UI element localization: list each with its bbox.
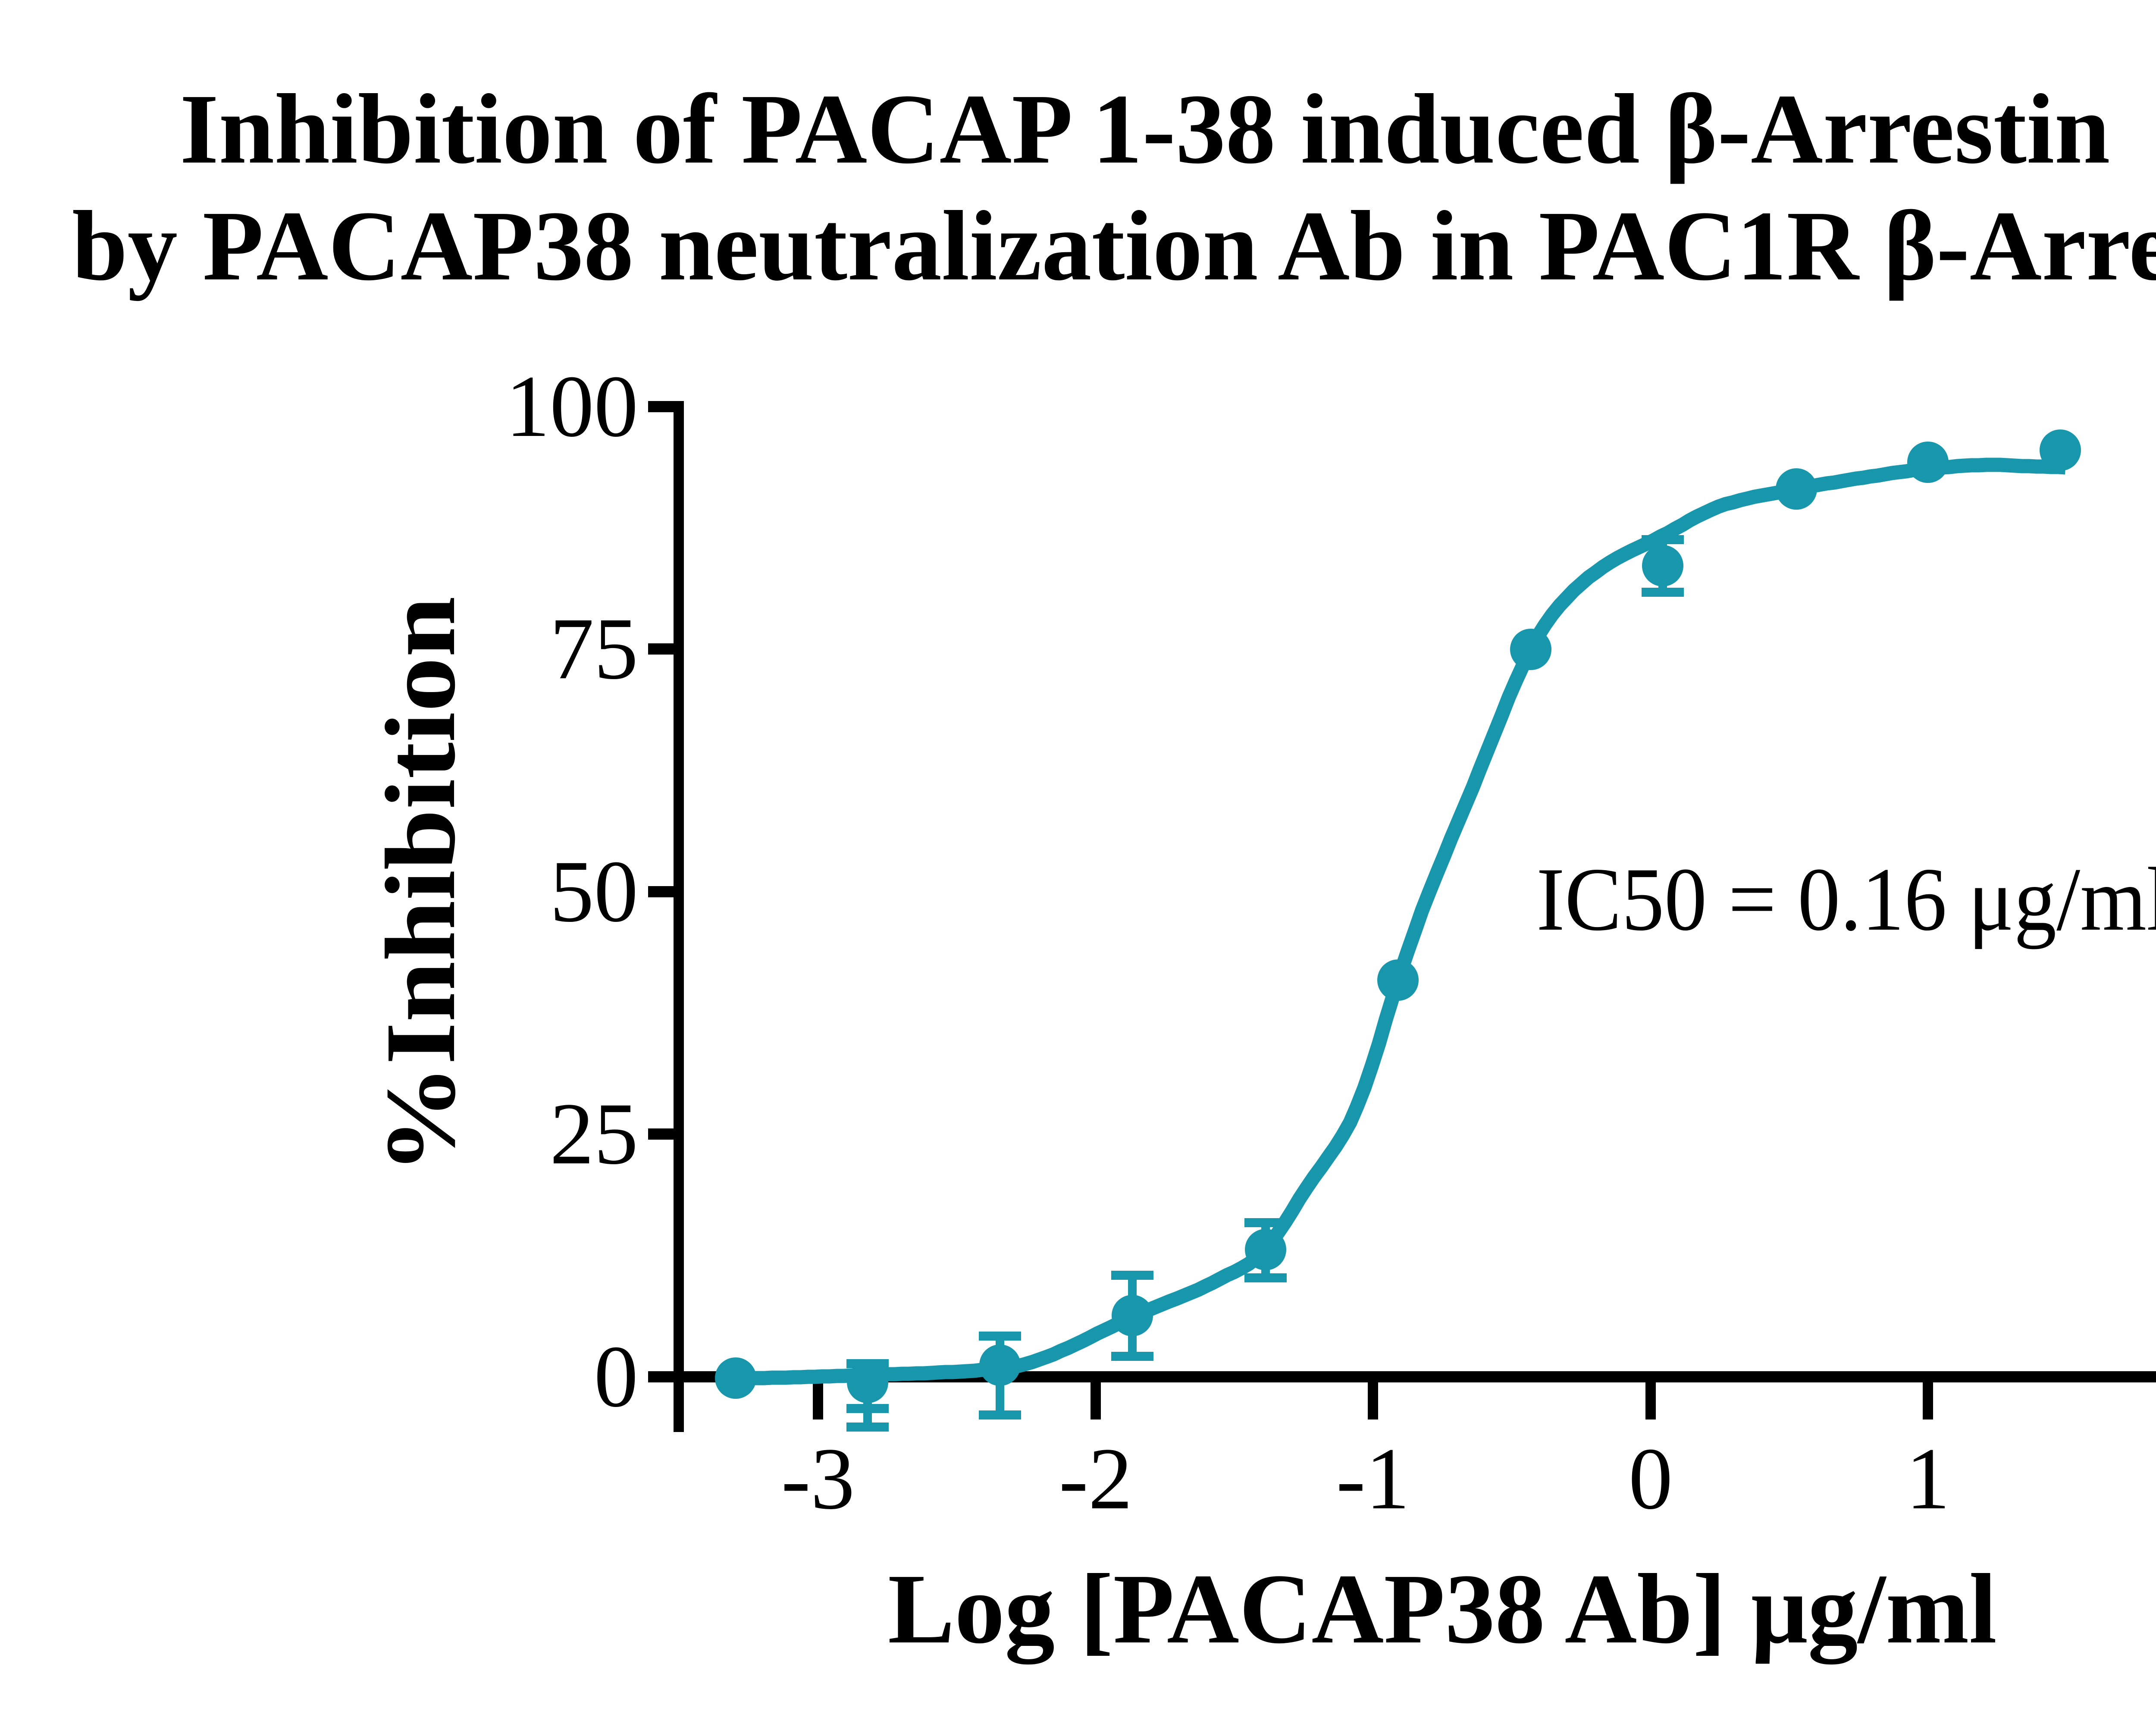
svg-text:0: 0 (594, 1328, 639, 1426)
svg-text:%Inhibition: %Inhibition (365, 596, 476, 1174)
svg-text:-3: -3 (781, 1430, 855, 1528)
svg-text:100: 100 (506, 357, 639, 455)
svg-text:1: 1 (1906, 1430, 1950, 1528)
svg-text:-1: -1 (1336, 1430, 1410, 1528)
svg-text:IC50 = 0.16 μg/ml: IC50 = 0.16 μg/ml (1536, 849, 2156, 949)
svg-text:0: 0 (1629, 1430, 1673, 1528)
svg-text:Inhibition of PACAP 1-38 induc: Inhibition of PACAP 1-38 induced β-Arres… (180, 74, 2156, 185)
svg-text:by PACAP38 neutralization Ab i: by PACAP38 neutralization Ab in PAC1R β-… (72, 191, 2156, 301)
svg-text:Log [PACAP38 Ab] μg/ml: Log [PACAP38 Ab] μg/ml (888, 1554, 1997, 1664)
svg-text:50: 50 (550, 843, 638, 940)
svg-text:25: 25 (550, 1085, 638, 1183)
svg-text:75: 75 (550, 600, 638, 698)
svg-text:-2: -2 (1059, 1430, 1133, 1528)
